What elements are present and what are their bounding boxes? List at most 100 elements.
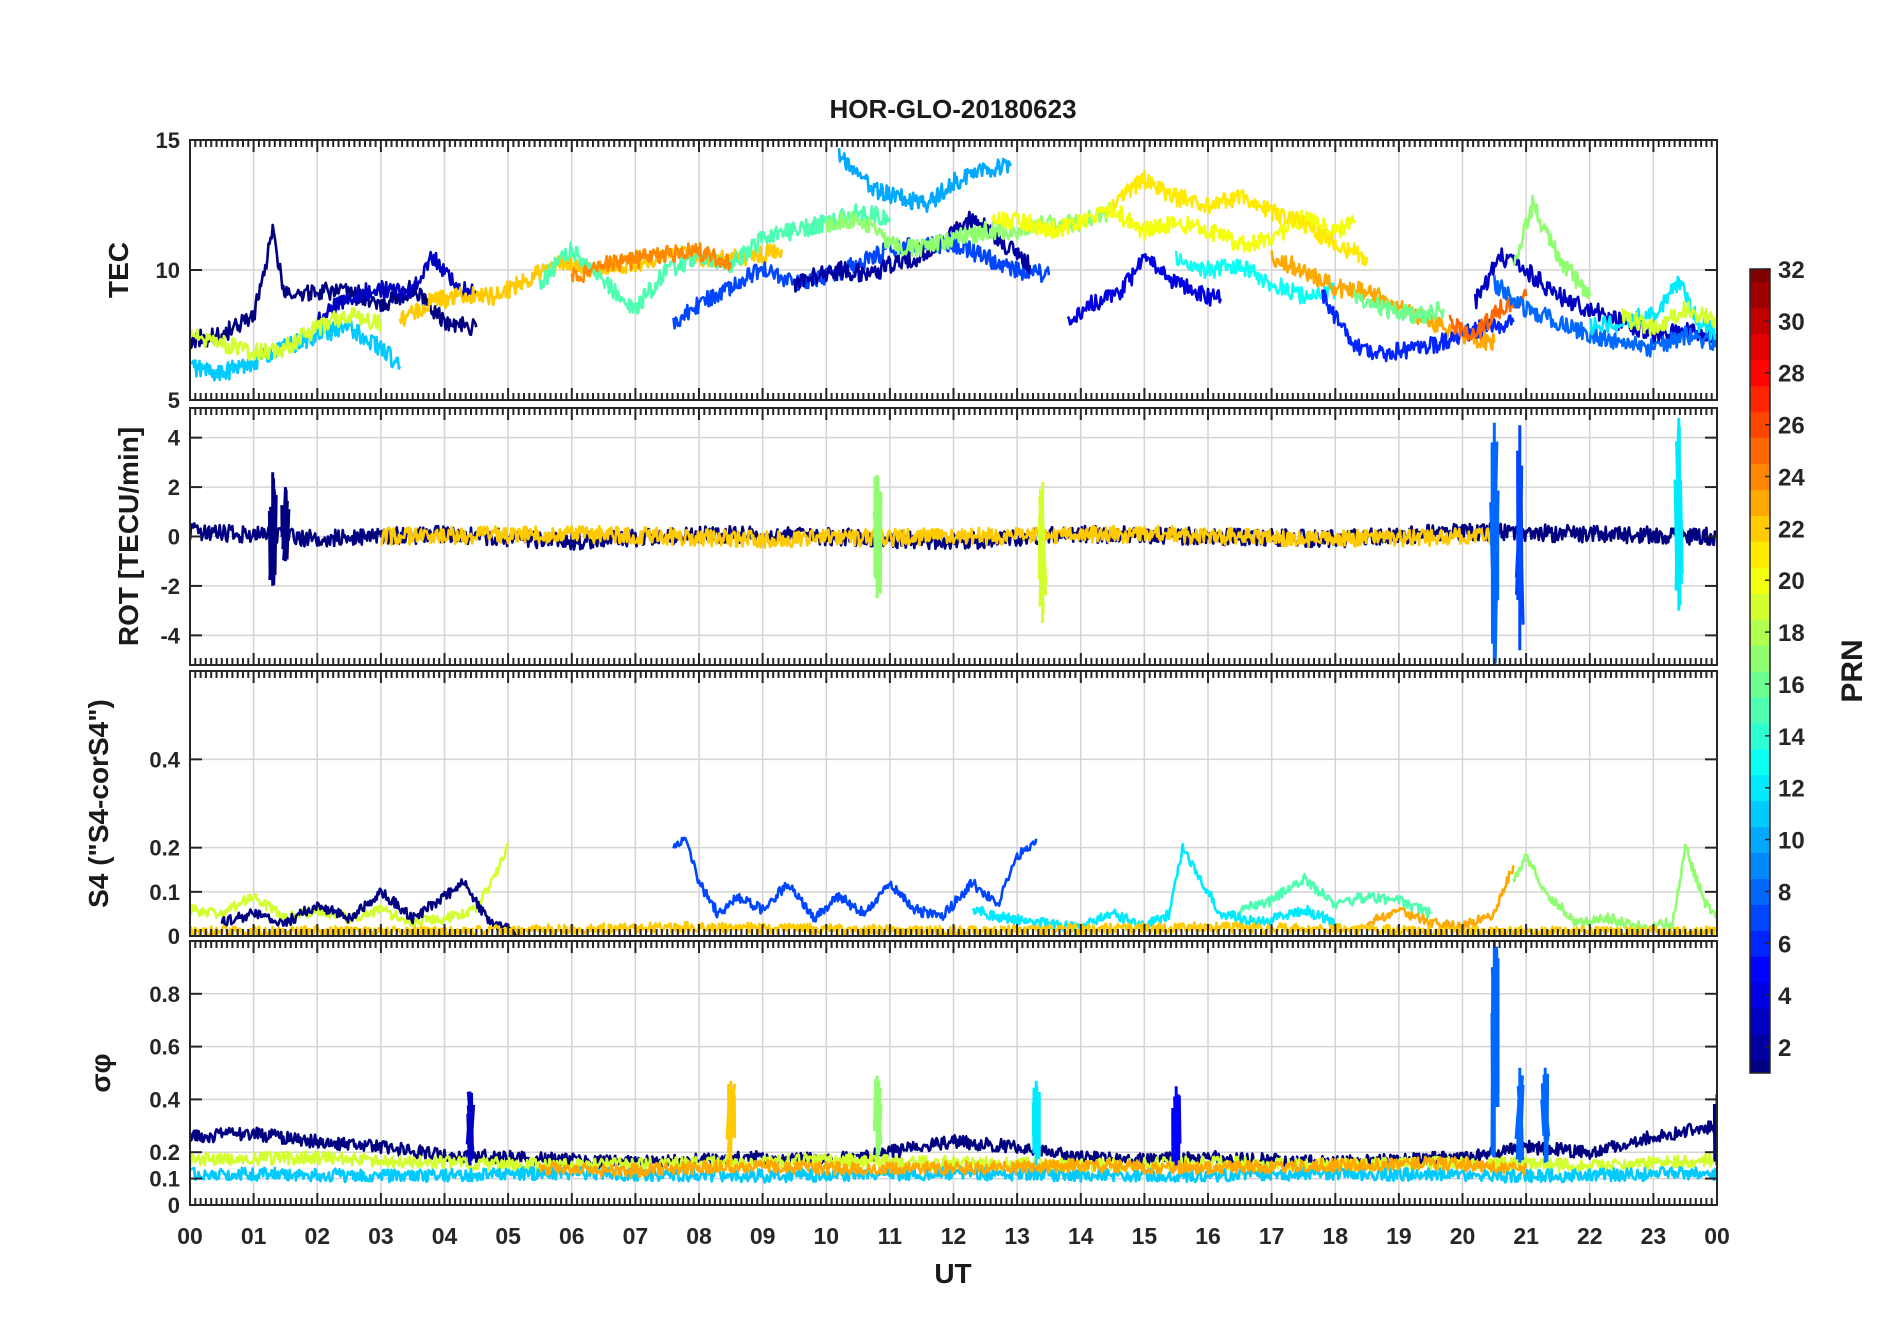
burst-spike-prn-17 (872, 474, 883, 599)
panel-rot-series (190, 417, 1717, 665)
x-tick-label: 05 (495, 1223, 521, 1249)
colorbar-tick-label: 28 (1778, 361, 1805, 388)
colorbar-swatch (1750, 463, 1770, 490)
colorbar-tick-label: 22 (1778, 516, 1805, 543)
burst-spike-prn-1 (1712, 1094, 1717, 1166)
x-tick-label: 04 (432, 1223, 458, 1249)
x-tick-label: 16 (1195, 1223, 1221, 1249)
colorbar-tick-label: 6 (1778, 931, 1791, 958)
y-tick-label: 10 (156, 258, 180, 283)
panel-s4-x-ticks (189, 671, 1718, 936)
series-line-prn-25 (1448, 288, 1528, 342)
y-tick-label: 0 (168, 1193, 180, 1218)
y-tick-label: 0 (168, 924, 180, 949)
colorbar-tick-label: 30 (1778, 309, 1805, 336)
burst-spike-prn-1 (280, 487, 291, 562)
colorbar-swatch (1750, 385, 1770, 413)
x-tick-label: 22 (1577, 1223, 1603, 1249)
colorbar-tick-label: 20 (1778, 568, 1805, 595)
series-line-prn-22 (380, 524, 1495, 549)
colorbar-swatch (1750, 1034, 1770, 1061)
burst-spike-prn-7 (1514, 425, 1525, 651)
x-tick-label: 20 (1450, 1223, 1476, 1249)
series-line-prn-17 (1512, 194, 1592, 300)
colorbar-swatch (1750, 800, 1770, 828)
series-line-prn-13 (1174, 250, 1337, 305)
colorbar-tick-label: 8 (1778, 879, 1791, 906)
x-tick-label: 23 (1641, 1223, 1667, 1249)
y-tick-label: 0.6 (149, 1035, 180, 1060)
panel-tec: 5 10 15 TEC (103, 128, 1718, 413)
burst-spike-prn-8 (1540, 1067, 1551, 1163)
colorbar-tick-label: 10 (1778, 828, 1805, 855)
colorbar-tick-label: 12 (1778, 776, 1805, 803)
y-axis-label-rot: ROT [TECU/min] (113, 427, 144, 646)
colorbar-swatch (1750, 722, 1770, 750)
x-tick-label: 02 (304, 1223, 330, 1249)
colorbar-swatch (1750, 307, 1770, 335)
colorbar-tick-label: 4 (1778, 983, 1792, 1010)
x-tick-label: 19 (1386, 1223, 1412, 1249)
x-tick-label: 07 (623, 1223, 649, 1249)
colorbar-swatch (1750, 567, 1770, 594)
y-tick-label: 0.1 (149, 880, 180, 905)
x-tick-label: 18 (1322, 1223, 1348, 1249)
series-line-prn-15 (1238, 872, 1432, 920)
burst-spike-prn-8 (1490, 941, 1500, 1158)
colorbar-swatch (1750, 1008, 1770, 1035)
colorbar-swatch (1750, 826, 1770, 854)
panel-s4: 0 0.1 0.2 0.4 S4 ("S4-corS4") (83, 670, 1718, 949)
colorbar-label: PRN (1836, 639, 1869, 702)
colorbar-swatch (1750, 696, 1770, 724)
colorbar-swatch (1750, 982, 1770, 1009)
colorbar-tick-label: 18 (1778, 620, 1805, 647)
y-tick-label: 0.2 (149, 1140, 180, 1165)
series-line-prn-4 (1066, 253, 1222, 326)
burst-spike-prn-19 (1037, 482, 1048, 623)
colorbar-swatch (1750, 269, 1770, 283)
y-axis-label-sigma: σφ (85, 1053, 116, 1092)
panel-sigma: 00.10.2 0.4 0.6 0.8 σφ (85, 940, 1718, 1218)
colorbar-tick-label: 14 (1778, 724, 1805, 751)
series-line-prn-16 (1353, 289, 1445, 325)
burst-spike-prn-12 (1673, 417, 1684, 611)
x-tick-label: 06 (559, 1223, 585, 1249)
y-tick-label: -2 (160, 574, 180, 599)
panel-tec-series (190, 148, 1717, 382)
y-tick-label: -4 (160, 623, 180, 648)
series-line-prn-1 (190, 1120, 1717, 1170)
y-tick-label: 2 (168, 475, 180, 500)
colorbar-swatch (1750, 1060, 1770, 1074)
colorbar-swatch (1750, 748, 1770, 776)
series-line-prn-17 (1512, 843, 1717, 932)
panel-sigma-x-ticks (189, 941, 1718, 1205)
colorbar-frame (1749, 268, 1771, 1074)
x-tick-label: 14 (1068, 1223, 1094, 1249)
colorbar-swatch (1750, 852, 1770, 879)
y-axis-label-tec: TEC (103, 242, 134, 298)
colorbar-swatch (1750, 541, 1770, 568)
colorbar-swatch (1750, 593, 1770, 620)
y-tick-label: 0.2 (149, 836, 180, 861)
x-tick-label: 08 (686, 1223, 712, 1249)
x-tick-label: 21 (1513, 1223, 1539, 1249)
series-line-prn-2 (793, 210, 1032, 293)
x-tick-label: 01 (241, 1223, 267, 1249)
series-line-prn-23 (538, 1155, 1528, 1178)
series-line-prn-12 (1589, 275, 1717, 341)
colorbar-swatch (1750, 359, 1770, 387)
burst-spike-prn-3 (465, 1091, 476, 1166)
x-tick-label: 13 (1004, 1223, 1030, 1249)
colorbar-swatch (1750, 489, 1770, 516)
series-line-prn-19 (190, 307, 383, 362)
series-line-prn-8 (1493, 275, 1717, 358)
chart-title: HOR-GLO-20180623 (829, 94, 1076, 124)
panel-rot-x-ticks (189, 408, 1718, 665)
y-tick-label: 0.8 (149, 982, 180, 1007)
series-line-prn-11 (190, 317, 402, 382)
x-tick-label: 12 (941, 1223, 967, 1249)
burst-spike-prn-12 (1031, 1080, 1041, 1166)
series-line-prn-24 (570, 242, 733, 284)
